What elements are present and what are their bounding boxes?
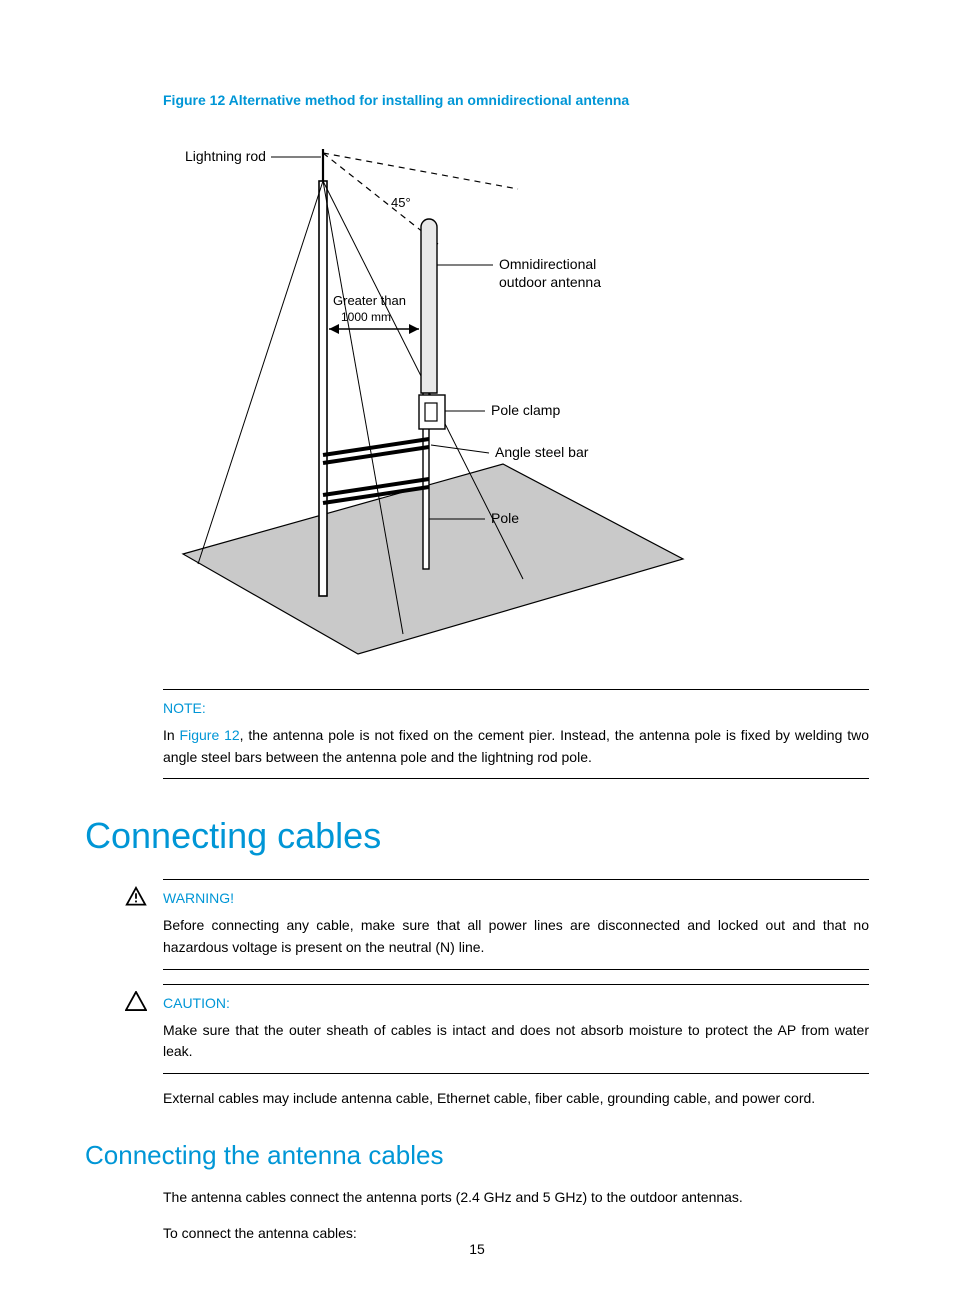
caution-body: Make sure that the outer sheath of cable… (163, 1020, 869, 1063)
label-pole: Pole (491, 510, 519, 526)
page-number: 15 (0, 1239, 954, 1260)
caution-box: CAUTION: Make sure that the outer sheath… (163, 984, 869, 1074)
para-external-cables: External cables may include antenna cabl… (163, 1088, 869, 1110)
note-box: NOTE: In Figure 12, the antenna pole is … (163, 689, 869, 779)
label-angle-steel: Angle steel bar (495, 444, 589, 460)
warning-body: Before connecting any cable, make sure t… (163, 915, 869, 958)
label-greater-1: Greater than (333, 293, 406, 308)
warning-label: WARNING! (163, 888, 869, 909)
figure-caption: Figure 12 Alternative method for install… (163, 90, 869, 111)
label-45: 45° (391, 195, 411, 210)
warning-box: WARNING! Before connecting any cable, ma… (163, 879, 869, 969)
label-lightning-rod: Lightning rod (185, 148, 266, 164)
label-omni-1: Omnidirectional (499, 256, 596, 272)
note-prefix: In (163, 727, 180, 743)
figure-12-link[interactable]: Figure 12 (180, 727, 240, 743)
caution-icon (125, 991, 147, 1011)
note-suffix: , the antenna pole is not fixed on the c… (163, 727, 869, 765)
antenna-diagram: 45° Lightning rod Omnidirectional outdoo… (163, 119, 869, 665)
label-greater-2: 1000 mm (341, 310, 391, 324)
caution-label: CAUTION: (163, 993, 869, 1014)
para-antenna-cables: The antenna cables connect the antenna p… (163, 1187, 869, 1209)
subsection-antenna-cables: Connecting the antenna cables (85, 1136, 869, 1175)
section-connecting-cables: Connecting cables (85, 809, 869, 863)
warning-icon (125, 886, 147, 906)
note-label: NOTE: (163, 698, 869, 719)
label-pole-clamp: Pole clamp (491, 402, 560, 418)
note-body: In Figure 12, the antenna pole is not fi… (163, 725, 869, 768)
label-omni-2: outdoor antenna (499, 274, 601, 290)
